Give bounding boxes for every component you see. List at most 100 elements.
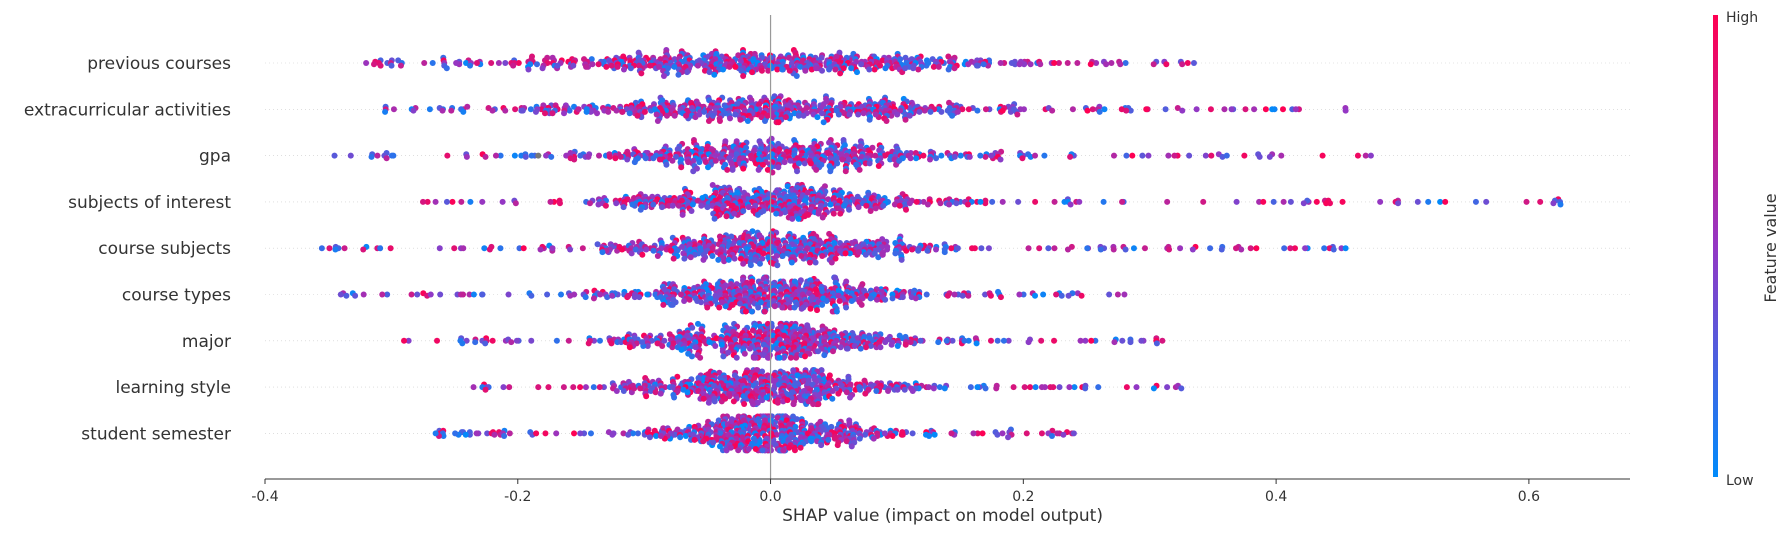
- shap-point: [775, 119, 782, 126]
- shap-point: [818, 442, 825, 449]
- shap-point: [949, 112, 956, 119]
- shap-point: [791, 447, 798, 454]
- shap-point: [808, 438, 815, 445]
- shap-point: [497, 152, 504, 159]
- shap-point: [773, 345, 780, 352]
- shap-point: [647, 62, 654, 69]
- shap-point: [1323, 200, 1330, 207]
- shap-point: [390, 106, 397, 113]
- shap-point: [954, 245, 961, 252]
- shap-point: [341, 245, 348, 252]
- shap-point: [755, 304, 762, 311]
- shap-point: [709, 202, 716, 209]
- shap-point: [906, 200, 913, 207]
- shap-point: [881, 430, 888, 437]
- shap-point: [1084, 245, 1091, 252]
- shap-point: [579, 245, 586, 252]
- shap-point: [1221, 106, 1228, 113]
- shap-point: [1067, 201, 1074, 208]
- shap-point: [855, 249, 862, 256]
- shap-point: [891, 201, 898, 208]
- shap-point: [825, 436, 832, 443]
- shap-point: [729, 166, 736, 173]
- shap-point: [798, 253, 805, 259]
- shap-point: [851, 343, 858, 349]
- shap-point: [669, 202, 676, 209]
- shap-point: [567, 155, 574, 162]
- shap-point: [625, 292, 632, 299]
- shap-point: [830, 210, 837, 217]
- shap-point: [453, 60, 460, 66]
- feature-value-colorbar: [1713, 15, 1718, 477]
- shap-point: [1110, 152, 1117, 159]
- shap-point: [786, 67, 793, 74]
- shap-point: [513, 337, 520, 344]
- shap-point: [964, 201, 971, 208]
- shap-point: [1208, 152, 1215, 159]
- colorbar-low-label: Low: [1726, 473, 1754, 489]
- shap-point: [501, 433, 508, 439]
- shap-point: [795, 160, 802, 167]
- shap-point: [982, 153, 989, 160]
- shap-point: [1174, 105, 1181, 111]
- shap-point: [482, 386, 489, 393]
- shap-point: [663, 112, 670, 119]
- shap-point: [638, 70, 645, 77]
- shap-point: [1414, 198, 1421, 205]
- shap-point: [657, 433, 664, 439]
- shap-point: [931, 431, 938, 438]
- shap-point: [977, 198, 984, 205]
- shap-point: [650, 201, 657, 208]
- shap-point: [909, 246, 916, 253]
- shap-point: [1058, 292, 1065, 299]
- shap-point: [585, 340, 592, 347]
- shap-point: [613, 388, 620, 394]
- feature-label: course types: [122, 286, 231, 306]
- shap-point: [800, 304, 807, 311]
- shap-point: [848, 443, 855, 450]
- shap-point: [1550, 200, 1557, 207]
- shap-point: [439, 107, 446, 114]
- shap-point: [685, 159, 692, 166]
- shap-point: [675, 202, 682, 209]
- shap-point: [804, 189, 811, 196]
- shap-point: [639, 251, 646, 258]
- shap-point: [1164, 198, 1171, 205]
- shap-point: [459, 340, 466, 347]
- shap-point: [901, 386, 908, 393]
- shap-point: [1036, 245, 1043, 252]
- shap-point: [1241, 152, 1248, 159]
- shap-point: [624, 156, 631, 163]
- shap-point: [692, 344, 699, 351]
- shap-point: [909, 430, 916, 437]
- shap-point: [1032, 198, 1039, 205]
- shap-point: [582, 294, 589, 301]
- shap-point: [637, 385, 644, 392]
- shap-point: [575, 106, 582, 113]
- shap-point: [953, 200, 960, 207]
- shap-point: [528, 337, 535, 344]
- shap-point: [627, 65, 634, 72]
- shap-point: [867, 208, 874, 214]
- shap-point: [982, 106, 989, 113]
- shap-point: [525, 66, 532, 73]
- shap-point: [427, 291, 434, 298]
- shap-point: [1287, 198, 1294, 205]
- shap-point: [745, 446, 752, 452]
- shap-point: [746, 345, 753, 352]
- shap-point: [819, 67, 826, 74]
- shap-point: [888, 341, 895, 348]
- shap-point: [872, 152, 879, 159]
- shap-point: [747, 262, 754, 269]
- shap-point: [741, 350, 748, 357]
- shap-point: [846, 206, 853, 213]
- shap-point: [519, 107, 526, 114]
- shap-point: [1064, 60, 1071, 66]
- shap-point: [732, 111, 739, 118]
- shap-point: [660, 73, 667, 79]
- shap-point: [669, 157, 676, 164]
- shap-point: [1065, 292, 1072, 299]
- shap-point: [691, 436, 698, 443]
- shap-point: [863, 202, 870, 209]
